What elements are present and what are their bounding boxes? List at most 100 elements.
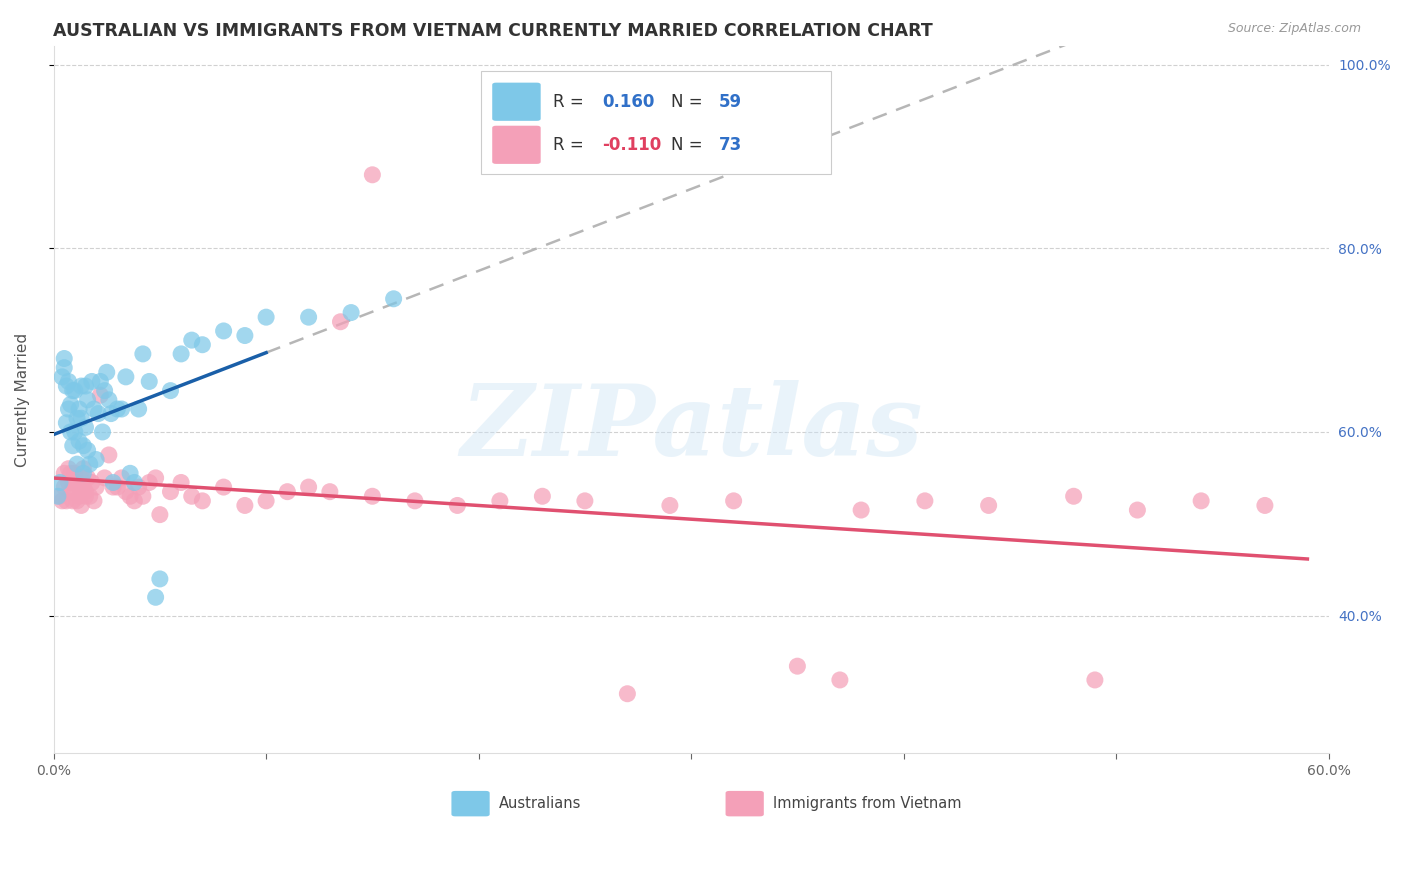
Point <box>298 310 321 325</box>
Point <box>93 471 115 485</box>
Point <box>149 572 172 586</box>
Point <box>75 379 97 393</box>
Text: AUSTRALIAN VS IMMIGRANTS FROM VIETNAM CURRENTLY MARRIED CORRELATION CHART: AUSTRALIAN VS IMMIGRANTS FROM VIETNAM CU… <box>53 22 934 40</box>
Text: 59: 59 <box>720 93 742 111</box>
Point <box>66 411 89 425</box>
Point <box>76 471 98 485</box>
Point <box>75 484 97 499</box>
Point <box>124 475 146 490</box>
Point <box>170 347 193 361</box>
Text: Australians: Australians <box>499 797 581 811</box>
FancyBboxPatch shape <box>451 791 489 816</box>
Point <box>63 425 86 439</box>
Point <box>145 591 167 605</box>
Point <box>55 493 77 508</box>
Point <box>849 503 872 517</box>
Point <box>298 480 321 494</box>
Point <box>70 499 93 513</box>
Point <box>120 467 142 481</box>
Point <box>276 484 298 499</box>
Point <box>170 475 193 490</box>
Point <box>87 407 110 421</box>
Point <box>115 484 138 499</box>
Point <box>63 484 86 499</box>
Point <box>80 375 103 389</box>
Point <box>49 475 72 490</box>
Point <box>100 407 122 421</box>
Point <box>616 687 638 701</box>
Point <box>58 461 80 475</box>
Point <box>70 471 93 485</box>
Point <box>159 484 181 499</box>
Point <box>128 480 150 494</box>
Point <box>53 480 76 494</box>
Point <box>83 493 105 508</box>
Point <box>233 328 256 343</box>
Point <box>79 457 101 471</box>
Text: -0.110: -0.110 <box>602 136 661 153</box>
Point <box>89 388 111 402</box>
Point <box>1189 493 1212 508</box>
Point <box>132 347 155 361</box>
Point <box>89 375 111 389</box>
Point <box>49 489 72 503</box>
Point <box>97 392 120 407</box>
Point <box>120 489 142 503</box>
Point <box>786 659 808 673</box>
Point <box>96 365 118 379</box>
Point <box>46 489 69 503</box>
Point <box>233 499 256 513</box>
Point <box>67 434 90 449</box>
Point <box>80 475 103 490</box>
Point <box>70 411 93 425</box>
Point <box>67 402 90 417</box>
Point <box>138 475 160 490</box>
Point <box>53 467 76 481</box>
FancyBboxPatch shape <box>725 791 763 816</box>
Point <box>132 489 155 503</box>
Point <box>489 493 512 508</box>
Point <box>76 443 98 458</box>
Text: 0.160: 0.160 <box>602 93 654 111</box>
Point <box>84 480 107 494</box>
Point <box>53 360 76 375</box>
Point <box>319 484 342 499</box>
Point <box>1254 499 1277 513</box>
Point <box>329 315 352 329</box>
Point <box>76 392 98 407</box>
Point <box>658 499 681 513</box>
Point <box>67 480 90 494</box>
Point <box>382 292 405 306</box>
Text: Immigrants from Vietnam: Immigrants from Vietnam <box>773 797 962 811</box>
Point <box>1063 489 1085 503</box>
Point <box>180 333 202 347</box>
Point <box>1126 503 1149 517</box>
Point <box>159 384 181 398</box>
Point <box>59 425 82 439</box>
Point <box>63 384 86 398</box>
Point <box>212 480 235 494</box>
Point <box>70 379 93 393</box>
Point <box>914 493 936 508</box>
Point <box>1084 673 1107 687</box>
Point <box>254 310 277 325</box>
Text: ZIPatlas: ZIPatlas <box>460 380 922 476</box>
Point <box>105 402 128 417</box>
FancyBboxPatch shape <box>492 126 541 164</box>
Point <box>66 457 89 471</box>
Point <box>72 439 94 453</box>
Point <box>67 489 90 503</box>
Point <box>212 324 235 338</box>
Point <box>59 467 82 481</box>
Point <box>62 439 84 453</box>
Text: N =: N = <box>671 136 707 153</box>
Point <box>191 493 214 508</box>
Point <box>53 351 76 366</box>
Point <box>361 168 384 182</box>
Text: R =: R = <box>554 93 595 111</box>
Point <box>84 452 107 467</box>
Point <box>180 489 202 503</box>
Point <box>62 475 84 490</box>
Point <box>254 493 277 508</box>
Point <box>191 337 214 351</box>
